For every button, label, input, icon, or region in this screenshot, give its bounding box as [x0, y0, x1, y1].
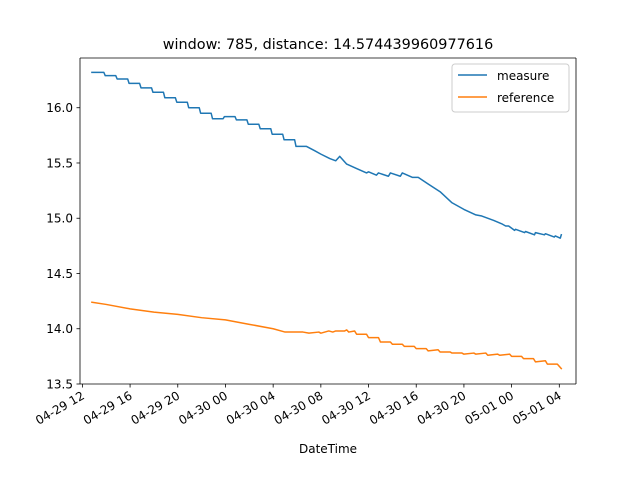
- legend-label-measure: measure: [497, 69, 549, 83]
- y-tick-label: 14.5: [46, 267, 73, 281]
- y-tick-label: 15.5: [46, 156, 73, 170]
- y-tick-label: 15.0: [46, 212, 73, 226]
- legend-box: [451, 63, 570, 113]
- y-tick-label: 14.0: [46, 322, 73, 336]
- x-axis-label: DateTime: [299, 442, 357, 456]
- y-axis-ticks: 13.5 14.0 14.5 15.0 15.5 16.0: [46, 101, 80, 392]
- axes-frame: [79, 57, 577, 385]
- series-line-measure: [91, 71, 563, 239]
- y-tick-label: 13.5: [46, 378, 73, 392]
- series-line-reference: [91, 301, 563, 370]
- chart-title: window: 785, distance: 14.57443996097761…: [163, 37, 493, 53]
- legend-label-reference: reference: [497, 91, 554, 105]
- y-tick-label: 16.0: [46, 101, 73, 115]
- legend: measure reference: [451, 63, 570, 113]
